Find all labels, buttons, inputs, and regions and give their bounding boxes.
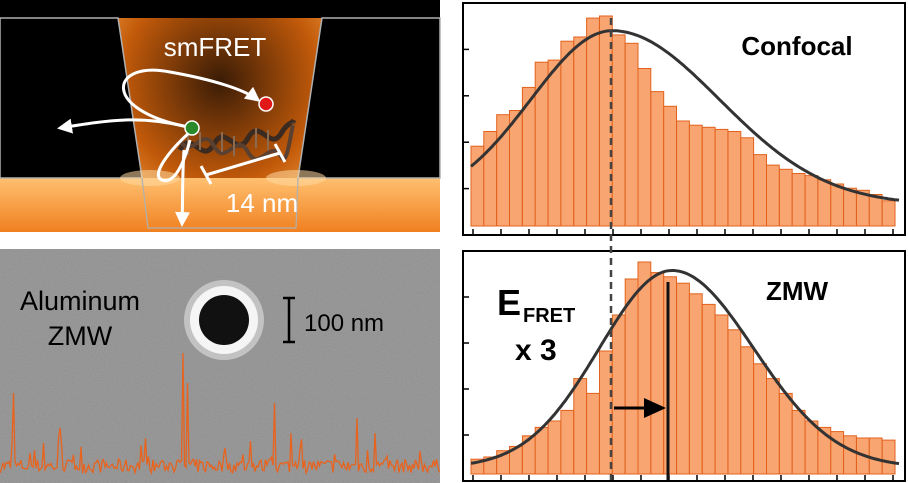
- histogram-bar: [727, 131, 742, 227]
- histogram-bar: [778, 392, 793, 475]
- scale-bar: [283, 296, 295, 344]
- histogram-bar: [624, 278, 639, 475]
- histogram-bar: [778, 168, 793, 227]
- histogram-bar: [663, 105, 678, 227]
- diffusion-arrows: [57, 68, 261, 227]
- histogram-bar: [701, 303, 716, 475]
- histogram-bar: [611, 34, 626, 227]
- histogram-bar: [701, 126, 716, 227]
- intensity-trace: [0, 352, 441, 476]
- confocal-histogram: Confocal: [462, 2, 906, 236]
- histogram-bar: [881, 439, 896, 475]
- histogram-bar: [650, 91, 665, 227]
- histogram-bar: [753, 363, 768, 475]
- histogram-bar: [868, 437, 883, 475]
- histogram-bar: [586, 392, 600, 475]
- shift-arrow-head-icon: [644, 398, 666, 418]
- histogram-bar: [804, 175, 819, 227]
- histogram-bar: [676, 282, 690, 475]
- histogram-bar: [650, 272, 665, 475]
- zmw-aperture: [199, 295, 249, 345]
- histogram-bar: [688, 124, 703, 227]
- factor-label: x 3: [515, 334, 557, 367]
- histogram-bar: [637, 261, 652, 475]
- histogram-bar: [830, 183, 845, 227]
- histogram-bar: [727, 329, 742, 475]
- histogram-bar: [753, 154, 768, 227]
- material-label-line2: ZMW: [48, 321, 113, 351]
- efret-sub: FRET: [523, 305, 575, 327]
- zmw-illustration: smFRET: [0, 0, 441, 232]
- donor-dye: [184, 120, 200, 136]
- fit-curve: [470, 269, 900, 466]
- efret-main: E: [497, 282, 521, 323]
- histogram-bar: [740, 346, 755, 475]
- histogram-bar: [791, 409, 806, 475]
- histogram-bar: [573, 378, 588, 475]
- panel-title: ZMW: [766, 276, 829, 306]
- histogram-bar: [573, 36, 588, 227]
- histogram-bar: [868, 194, 883, 227]
- fit-curve: [470, 29, 900, 202]
- histogram-bar: [766, 378, 780, 475]
- histogram-bar: [663, 276, 678, 475]
- histogram-bar: [676, 120, 690, 227]
- sem-image: Aluminum ZMW 100 nm: [0, 249, 441, 483]
- acceptor-dye: [258, 96, 274, 112]
- efret-annotation: E FRET x 3: [497, 282, 575, 367]
- histogram-bar: [624, 42, 639, 227]
- histogram-bar: [560, 409, 575, 475]
- dna-helix-icon: [177, 118, 297, 161]
- distance-label: 14 nm: [226, 188, 298, 218]
- histogram-bar: [881, 200, 896, 227]
- panel-title: Confocal: [741, 31, 852, 61]
- histogram-bar: [740, 137, 755, 227]
- histogram-bar: [843, 435, 857, 475]
- histogram-bar: [714, 128, 729, 227]
- histogram-bar: [804, 420, 819, 475]
- histogram-bar: [791, 173, 806, 227]
- histogram-bar: [766, 164, 780, 227]
- histogram-bar: [611, 314, 626, 475]
- scale-bar-label: 100 nm: [304, 310, 384, 337]
- histogram-bar: [534, 426, 549, 475]
- zmw-histogram: ZMW: [462, 18, 906, 482]
- smfret-title: smFRET: [164, 32, 267, 62]
- histogram-bar: [714, 314, 729, 475]
- histogram-bar: [688, 293, 703, 475]
- histogram-bar: [637, 68, 652, 227]
- distance-bar: [199, 143, 287, 185]
- histogram-bar: [547, 59, 562, 227]
- histogram-bar: [586, 17, 600, 227]
- histogram-bar: [547, 420, 562, 475]
- histogram-bar: [843, 187, 857, 227]
- material-label-line1: Aluminum: [20, 286, 140, 316]
- histogram-bar: [817, 179, 832, 227]
- plot-frame: [462, 250, 906, 482]
- plot-frame: [462, 2, 906, 236]
- histogram-bar: [509, 110, 523, 227]
- histogram-bar: [560, 40, 575, 227]
- histogram-bar: [496, 114, 511, 227]
